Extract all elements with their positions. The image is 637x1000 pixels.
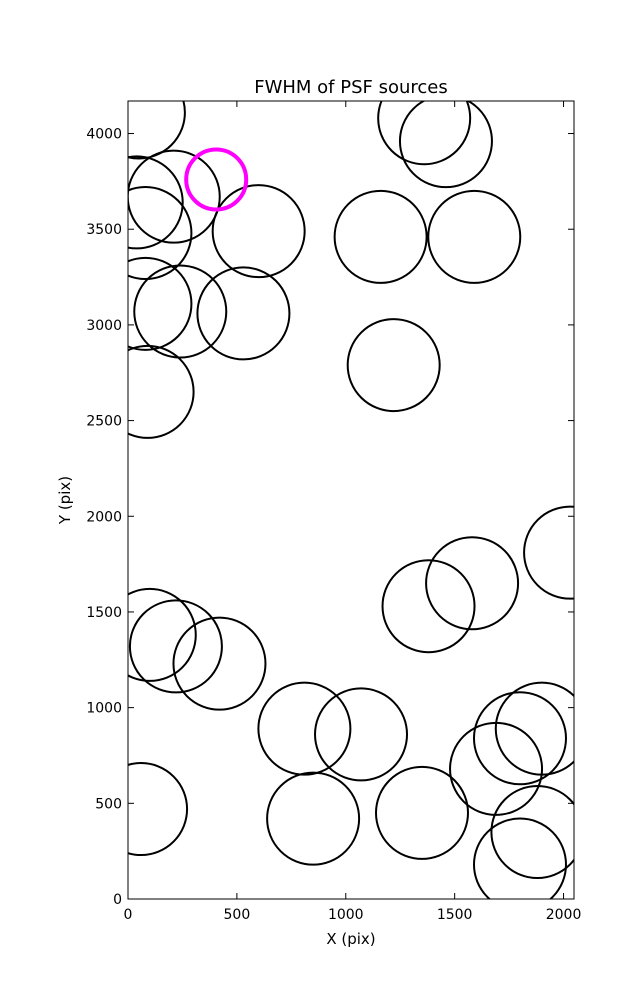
psf-source-marker <box>449 721 544 816</box>
psf-source-marker <box>523 505 574 600</box>
psf-source-marker <box>196 266 291 361</box>
psf-source-marker <box>314 687 409 782</box>
y-tick-label: 4000 <box>86 127 122 143</box>
psf-source-marker <box>128 186 193 281</box>
y-tick-label: 3000 <box>86 318 122 334</box>
plot-frame <box>127 100 575 900</box>
y-axis-label: Y (pix) <box>56 476 74 525</box>
plot-area: 0 500 1000 1500 2000 0 500 1000 1500 2000 2500 3000… <box>86 100 582 923</box>
psf-source-marker <box>257 681 352 776</box>
x-tick-label: 1000 <box>328 907 364 923</box>
x-axis-label: X (pix) <box>326 930 375 948</box>
psf-source-marker <box>128 344 195 439</box>
psf-source-marker <box>472 691 567 786</box>
marker-group <box>128 101 574 899</box>
psf-source-marker <box>374 765 469 860</box>
x-tick-label: 2000 <box>546 907 582 923</box>
psf-source-marker <box>346 318 441 413</box>
psf-source-marker <box>398 101 493 189</box>
psf-source-marker <box>425 536 520 631</box>
psf-source-marker <box>172 616 267 711</box>
psf-source-marker <box>128 256 193 351</box>
y-tick-label: 1000 <box>86 701 122 717</box>
psf-source-marker <box>211 184 306 279</box>
psf-source-marker <box>128 599 223 694</box>
psf-source-marker <box>381 559 476 654</box>
psf-source-marker <box>128 155 184 250</box>
psf-source-marker <box>133 264 228 359</box>
y-tick-label: 0 <box>113 892 122 908</box>
y-tick-label: 2000 <box>86 509 122 525</box>
y-tick-label: 500 <box>95 796 122 812</box>
y-tick-label: 3500 <box>86 222 122 238</box>
x-tick-label: 500 <box>224 907 251 923</box>
psf-source-marker <box>266 771 361 866</box>
psf-source-marker <box>333 189 428 284</box>
y-tick-label: 1500 <box>86 605 122 621</box>
psf-source-marker <box>490 785 574 880</box>
psf-source-marker <box>128 762 189 857</box>
psf-source-marker <box>128 587 197 682</box>
psf-source-marker <box>128 101 186 160</box>
psf-source-marker <box>473 817 567 899</box>
psf-source-marker <box>427 189 522 284</box>
highlighted-source-marker <box>184 147 249 212</box>
chart-title: FWHM of PSF sources <box>254 77 448 98</box>
psf-source-marker <box>377 101 472 166</box>
y-tick-label: 2500 <box>86 414 122 430</box>
x-tick-label: 1500 <box>437 907 473 923</box>
x-tick-label: 0 <box>124 907 133 923</box>
psf-source-marker <box>128 149 221 244</box>
